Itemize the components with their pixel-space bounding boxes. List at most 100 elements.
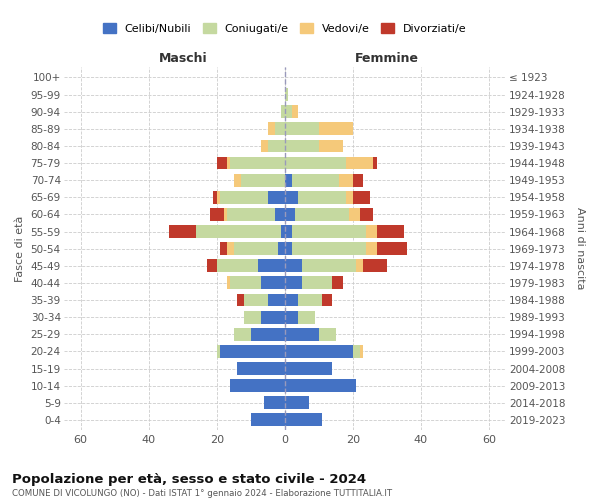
Bar xyxy=(285,242,292,255)
Bar xyxy=(230,156,285,170)
Y-axis label: Anni di nascita: Anni di nascita xyxy=(575,208,585,290)
Bar xyxy=(285,414,322,426)
Bar xyxy=(363,260,387,272)
Text: Femmine: Femmine xyxy=(355,52,419,64)
Bar xyxy=(257,260,285,272)
Bar xyxy=(227,208,275,221)
Bar xyxy=(319,140,343,152)
Bar xyxy=(268,294,285,306)
Bar xyxy=(285,140,319,152)
Bar xyxy=(268,140,285,152)
Bar xyxy=(217,156,227,170)
Text: Maschi: Maschi xyxy=(158,52,207,64)
Bar xyxy=(261,140,268,152)
Bar xyxy=(217,191,220,203)
Bar xyxy=(346,156,373,170)
Bar xyxy=(268,122,275,135)
Bar xyxy=(285,260,302,272)
Bar xyxy=(275,208,285,221)
Bar xyxy=(217,260,257,272)
Bar xyxy=(353,174,363,186)
Bar xyxy=(220,242,227,255)
Bar xyxy=(298,191,346,203)
Bar xyxy=(234,242,278,255)
Bar xyxy=(285,122,319,135)
Bar xyxy=(237,294,244,306)
Bar xyxy=(373,156,377,170)
Bar xyxy=(261,276,285,289)
Bar xyxy=(367,225,377,238)
Bar xyxy=(241,174,285,186)
Bar xyxy=(285,276,302,289)
Bar xyxy=(265,396,285,409)
Bar xyxy=(285,328,319,340)
Bar xyxy=(217,345,220,358)
Bar xyxy=(377,225,404,238)
Bar xyxy=(285,191,298,203)
Bar xyxy=(285,156,346,170)
Bar xyxy=(244,310,261,324)
Bar xyxy=(230,379,285,392)
Bar xyxy=(346,191,353,203)
Bar xyxy=(244,294,268,306)
Bar xyxy=(285,106,292,118)
Bar xyxy=(251,328,285,340)
Bar xyxy=(285,294,298,306)
Bar xyxy=(237,362,285,375)
Text: COMUNE DI VICOLUNGO (NO) - Dati ISTAT 1° gennaio 2024 - Elaborazione TUTTITALIA.: COMUNE DI VICOLUNGO (NO) - Dati ISTAT 1°… xyxy=(12,489,392,498)
Bar xyxy=(285,396,308,409)
Bar xyxy=(349,208,359,221)
Bar xyxy=(339,174,353,186)
Bar xyxy=(227,156,230,170)
Bar xyxy=(251,414,285,426)
Bar xyxy=(230,276,261,289)
Bar xyxy=(261,310,285,324)
Bar xyxy=(285,208,295,221)
Bar xyxy=(292,242,367,255)
Bar xyxy=(281,106,285,118)
Bar xyxy=(268,191,285,203)
Bar xyxy=(285,362,332,375)
Bar xyxy=(285,174,292,186)
Legend: Celibi/Nubili, Coniugati/e, Vedovi/e, Divorziati/e: Celibi/Nubili, Coniugati/e, Vedovi/e, Di… xyxy=(98,18,472,38)
Bar xyxy=(292,225,367,238)
Bar xyxy=(332,276,343,289)
Bar xyxy=(285,88,288,101)
Bar xyxy=(285,225,292,238)
Bar xyxy=(298,310,316,324)
Bar xyxy=(206,260,217,272)
Bar xyxy=(319,122,353,135)
Text: Popolazione per età, sesso e stato civile - 2024: Popolazione per età, sesso e stato civil… xyxy=(12,472,366,486)
Bar xyxy=(214,191,217,203)
Bar xyxy=(278,242,285,255)
Bar xyxy=(234,174,241,186)
Bar xyxy=(353,345,359,358)
Bar xyxy=(220,191,268,203)
Bar xyxy=(234,328,251,340)
Bar xyxy=(298,294,322,306)
Bar xyxy=(227,276,230,289)
Bar xyxy=(302,260,356,272)
Bar xyxy=(275,122,285,135)
Y-axis label: Fasce di età: Fasce di età xyxy=(15,216,25,282)
Bar xyxy=(196,225,281,238)
Bar xyxy=(356,260,363,272)
Bar xyxy=(220,345,285,358)
Bar xyxy=(292,174,339,186)
Bar xyxy=(281,225,285,238)
Bar xyxy=(302,276,332,289)
Bar xyxy=(169,225,196,238)
Bar xyxy=(353,191,370,203)
Bar xyxy=(224,208,227,221)
Bar xyxy=(359,345,363,358)
Bar xyxy=(322,294,332,306)
Bar xyxy=(227,242,234,255)
Bar xyxy=(292,106,298,118)
Bar xyxy=(285,379,356,392)
Bar xyxy=(367,242,377,255)
Bar xyxy=(359,208,373,221)
Bar xyxy=(377,242,407,255)
Bar xyxy=(285,345,353,358)
Bar xyxy=(319,328,336,340)
Bar xyxy=(295,208,349,221)
